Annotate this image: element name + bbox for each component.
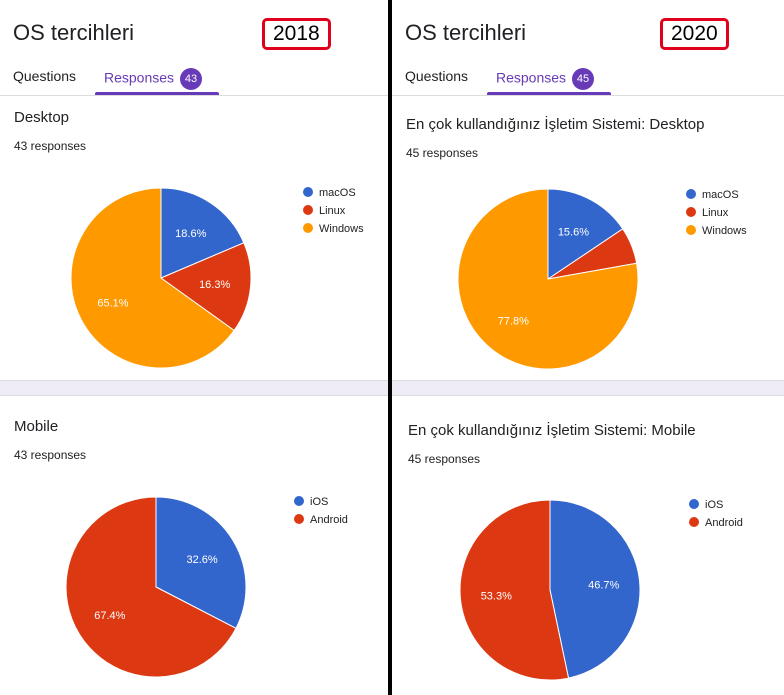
response-count: 43 responses: [14, 139, 87, 153]
pie-chart-mobile-2020: 46.7% 53.3%: [459, 499, 641, 681]
legend-swatch: [303, 223, 313, 233]
legend-item-macos: macOS: [303, 184, 364, 202]
tab-label: Responses: [496, 69, 567, 86]
pie-slice-android[interactable]: [459, 499, 570, 681]
legend-item-windows: Windows: [686, 222, 747, 240]
section-separator: [0, 380, 388, 396]
form-title: OS tercihleri: [405, 20, 527, 45]
slice-label-linux: 16.3%: [199, 279, 230, 291]
tab-responses[interactable]: Responses 43: [104, 68, 203, 90]
tab-underline: [487, 92, 611, 95]
question-title: Mobile: [14, 418, 59, 435]
pie-slice-ios[interactable]: [155, 496, 247, 630]
slice-label-android: 53.3%: [481, 591, 512, 603]
pie-slice-macos[interactable]: [547, 188, 624, 280]
legend-label: Windows: [319, 223, 364, 235]
question-title: Desktop: [14, 109, 70, 126]
pie-chart-desktop-2018: 18.6% 16.3% 65.1%: [70, 187, 252, 369]
legend-swatch: [303, 205, 313, 215]
legend-swatch: [294, 496, 304, 506]
header-divider: [0, 95, 388, 96]
year-label: 2018: [262, 18, 331, 50]
panel-2020: OS tercihleri 2020 Questions Responses 45…: [392, 0, 784, 695]
tab-questions[interactable]: Questions: [405, 68, 468, 84]
pie-chart-mobile-2018: 32.6% 67.4%: [65, 496, 247, 678]
response-count: 45 responses: [408, 452, 481, 466]
tab-underline: [95, 92, 219, 95]
legend-swatch: [689, 499, 699, 509]
legend-label: Android: [310, 514, 348, 526]
legend-swatch: [689, 517, 699, 527]
slice-label-android: 67.4%: [94, 610, 125, 622]
pie-slice-ios[interactable]: [549, 499, 641, 679]
legend-label: Android: [705, 517, 743, 529]
legend-label: macOS: [319, 187, 356, 199]
legend: iOS Android: [294, 493, 348, 529]
legend: macOS Linux Windows: [303, 184, 364, 238]
response-count: 43 responses: [14, 448, 87, 462]
tab-label: Questions: [405, 68, 469, 84]
tab-questions[interactable]: Questions: [13, 68, 76, 84]
year-label: 2020: [660, 18, 729, 50]
slice-label-windows: 77.8%: [498, 315, 529, 327]
legend-item-ios: iOS: [689, 496, 743, 514]
tab-responses[interactable]: Responses 45: [496, 68, 595, 90]
pie-slice-linux[interactable]: [159, 242, 252, 332]
question-title: En çok kullandığınız İşletim Sistemi: De…: [406, 116, 705, 133]
legend-label: Windows: [702, 225, 747, 237]
response-count: 45 responses: [406, 146, 479, 160]
responses-count-badge: 45: [572, 68, 595, 90]
pie-slice-android[interactable]: [65, 496, 237, 678]
legend-item-android: Android: [294, 511, 348, 529]
legend-item-android: Android: [689, 514, 743, 532]
slice-label-ios: 32.6%: [187, 554, 218, 566]
legend: macOS Linux Windows: [686, 186, 747, 240]
header-divider: [392, 95, 784, 96]
legend-label: Linux: [319, 205, 346, 217]
responses-count-badge: 43: [180, 68, 203, 90]
panel-2018: OS tercihleri 2018 Questions Responses 43…: [0, 0, 388, 695]
legend-item-ios: iOS: [294, 493, 348, 511]
pie-slice-windows[interactable]: [70, 187, 235, 369]
vertical-divider: [388, 0, 392, 695]
legend-item-linux: Linux: [303, 202, 364, 220]
slice-label-macos: 18.6%: [175, 228, 206, 240]
slice-label-ios: 46.7%: [588, 579, 619, 591]
legend-label: macOS: [702, 189, 739, 201]
legend-swatch: [686, 189, 696, 199]
legend-item-windows: Windows: [303, 220, 364, 238]
slice-label-windows: 65.1%: [97, 298, 128, 310]
legend-label: iOS: [310, 496, 329, 508]
slice-label-macos: 15.6%: [558, 226, 589, 238]
tab-label: Responses: [104, 69, 175, 86]
tab-label: Questions: [13, 68, 77, 84]
legend-label: iOS: [705, 499, 724, 511]
question-title: En çok kullandığınız İşletim Sistemi: Mo…: [408, 422, 696, 439]
pie-slice-windows[interactable]: [457, 188, 639, 370]
legend-swatch: [686, 225, 696, 235]
legend-swatch: [294, 514, 304, 524]
form-title: OS tercihleri: [13, 20, 135, 45]
legend-item-macos: macOS: [686, 186, 747, 204]
legend: iOS Android: [689, 496, 743, 532]
legend-swatch: [303, 187, 313, 197]
section-separator: [392, 380, 784, 396]
pie-chart-desktop-2020: 15.6% 77.8%: [457, 188, 639, 370]
legend-label: Linux: [702, 207, 729, 219]
legend-item-linux: Linux: [686, 204, 747, 222]
pie-slice-macos[interactable]: [160, 187, 245, 279]
legend-swatch: [686, 207, 696, 217]
